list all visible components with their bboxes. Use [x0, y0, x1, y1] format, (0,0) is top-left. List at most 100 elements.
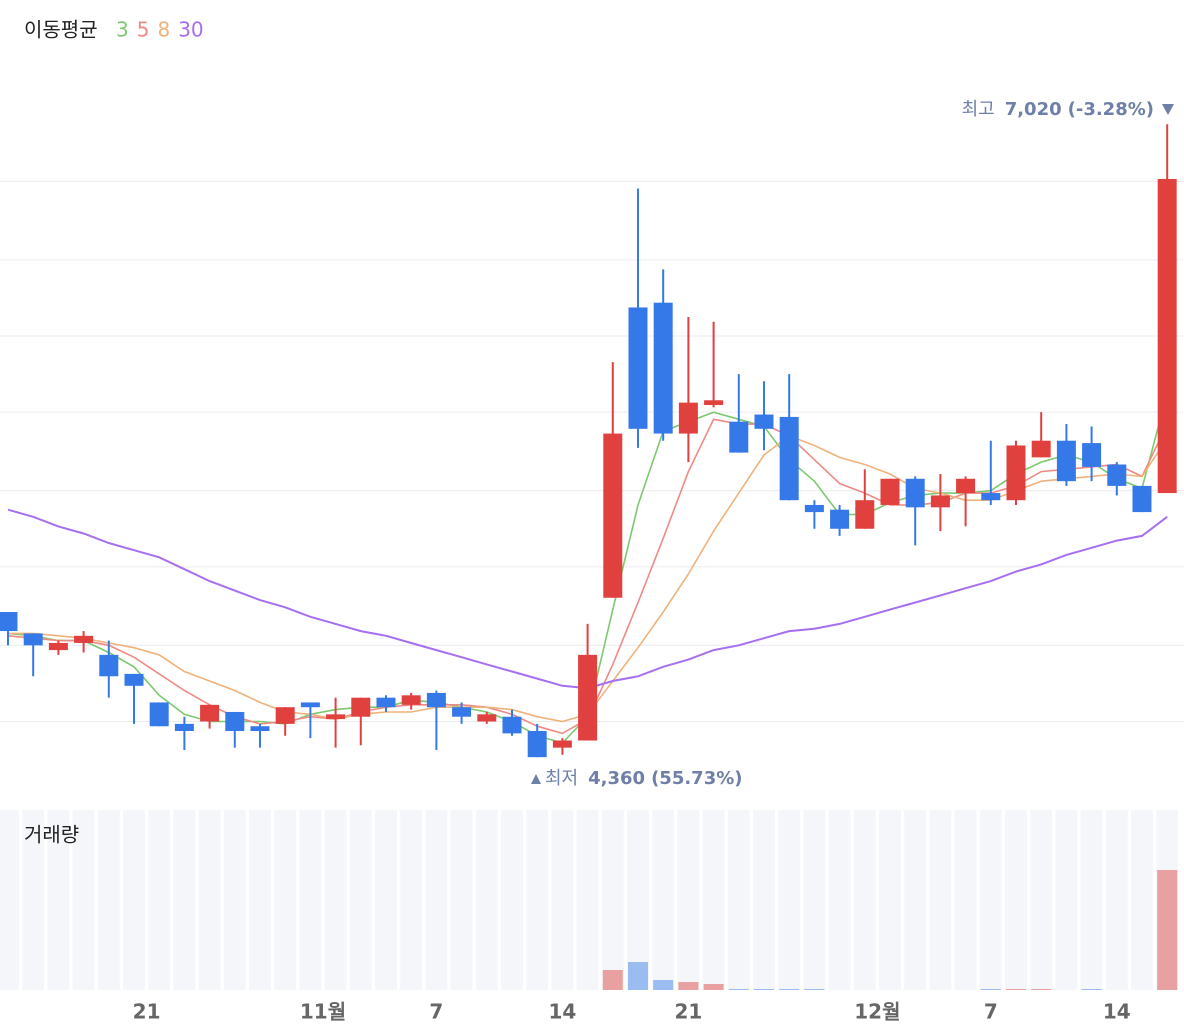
- candle-body: [23, 633, 43, 646]
- candle-body: [48, 642, 68, 651]
- volume-stripe: [500, 810, 523, 990]
- volume-stripe: [248, 810, 271, 990]
- candle-body: [603, 433, 623, 598]
- volume-stripe: [526, 810, 549, 990]
- volume-stripe: [1130, 810, 1153, 990]
- volume-stripe: [97, 810, 120, 990]
- volume-stripe: [0, 810, 19, 990]
- annotation-value-label: 4,360: [588, 768, 645, 789]
- candle-body: [124, 673, 144, 686]
- volume-stripe: [47, 810, 70, 990]
- volume-stripe: [803, 810, 826, 990]
- volume-stripe: [1004, 810, 1027, 990]
- volume-bar: [1005, 989, 1026, 990]
- volume-stripe: [652, 810, 675, 990]
- candle-body: [1056, 440, 1076, 482]
- volume-stripe: [475, 810, 498, 990]
- x-tick-label: 11월: [300, 1000, 346, 1024]
- candle-body: [1006, 445, 1026, 501]
- x-tick-label: 7: [984, 1000, 998, 1024]
- candle-body: [704, 400, 724, 406]
- candle-body: [855, 500, 875, 529]
- candle-body: [628, 307, 648, 429]
- volume-stripes: [0, 810, 1179, 990]
- x-tick-label: 14: [1103, 1000, 1131, 1024]
- volume-stripe: [702, 810, 725, 990]
- x-tick-label: 21: [674, 1000, 702, 1024]
- volume-stripe: [72, 810, 95, 990]
- candle-body: [376, 697, 396, 708]
- legend-entry: 30: [178, 18, 203, 42]
- candle-body: [200, 704, 220, 722]
- candle-body: [830, 509, 850, 529]
- volume-stripe: [425, 810, 448, 990]
- grid: [0, 180, 1184, 722]
- candle-body: [174, 723, 194, 731]
- volume-stripe: [929, 810, 952, 990]
- candle-body: [326, 714, 346, 720]
- volume-bar: [779, 989, 800, 990]
- candle-body: [74, 635, 94, 643]
- volume-bar: [653, 980, 674, 990]
- candle-body: [477, 714, 497, 722]
- volume-stripe: [198, 810, 221, 990]
- candle-body: [149, 702, 169, 727]
- annotation: 최저 4,360 (55.73%): [545, 768, 743, 789]
- candle-body: [905, 478, 925, 508]
- volume-stripe: [878, 810, 901, 990]
- candle-body: [250, 726, 270, 731]
- volume-stripe: [148, 810, 171, 990]
- volume-stripe: [400, 810, 423, 990]
- volume-stripe: [778, 810, 801, 990]
- volume-stripe: [853, 810, 876, 990]
- annotation-label: 최고: [962, 99, 995, 120]
- annotation: 최고 7,020 (-3.28%): [962, 99, 1154, 120]
- legend-entry: 3: [116, 18, 129, 42]
- candle-body: [99, 654, 119, 677]
- volume-bar: [627, 962, 648, 990]
- volume-stripe: [173, 810, 196, 990]
- candle-body: [729, 421, 749, 453]
- volume-stripe: [828, 810, 851, 990]
- volume-stripe: [1080, 810, 1103, 990]
- legend-title: 이동평균: [24, 18, 98, 42]
- volume-stripe: [299, 810, 322, 990]
- candle-body: [956, 478, 976, 494]
- volume-bars: [602, 870, 1178, 990]
- candle-body: [1031, 440, 1051, 458]
- volume-stripe: [677, 810, 700, 990]
- volume-stripe: [450, 810, 473, 990]
- candle-body: [401, 695, 421, 705]
- candle-body: [880, 478, 900, 505]
- volume-stripe: [22, 810, 45, 990]
- volume-bar: [728, 989, 749, 990]
- annotation-change: (55.73%): [651, 768, 742, 789]
- volume-title: 거래량: [24, 823, 79, 847]
- candle-body: [1132, 485, 1152, 513]
- volume-bar: [1081, 989, 1102, 990]
- candle-body: [452, 707, 472, 717]
- volume-bar: [602, 970, 623, 990]
- candle-body: [225, 711, 245, 731]
- legend-entry: 5: [137, 18, 150, 42]
- candle-body: [552, 740, 572, 748]
- candles: [0, 124, 1177, 758]
- volume-stripe: [626, 810, 649, 990]
- x-tick-label: 21: [133, 1000, 161, 1024]
- candle-body: [1157, 178, 1177, 494]
- candle-body: [527, 730, 547, 758]
- volume-stripe: [223, 810, 246, 990]
- x-tick-label: 12월: [854, 1000, 900, 1024]
- volume-stripe: [1030, 810, 1053, 990]
- volume-stripe: [551, 810, 574, 990]
- volume-stripe: [904, 810, 927, 990]
- candle-body: [754, 414, 774, 429]
- high-arrow: [1162, 104, 1174, 115]
- candle-body: [0, 612, 18, 632]
- legend-entry: 8: [157, 18, 170, 42]
- annotation-value-label: 7,020: [1005, 99, 1062, 120]
- candle-body: [300, 702, 320, 708]
- candle-body: [502, 716, 522, 734]
- candle-body: [578, 654, 598, 741]
